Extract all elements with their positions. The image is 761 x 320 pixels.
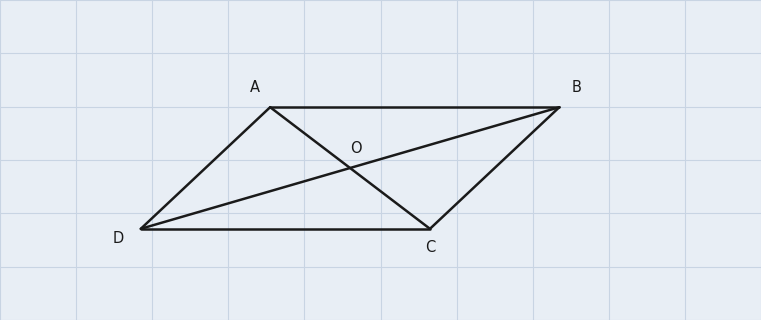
Text: A: A <box>250 81 260 95</box>
Text: B: B <box>572 81 581 95</box>
Text: D: D <box>113 231 123 246</box>
Text: C: C <box>425 241 435 255</box>
Text: O: O <box>350 141 362 156</box>
